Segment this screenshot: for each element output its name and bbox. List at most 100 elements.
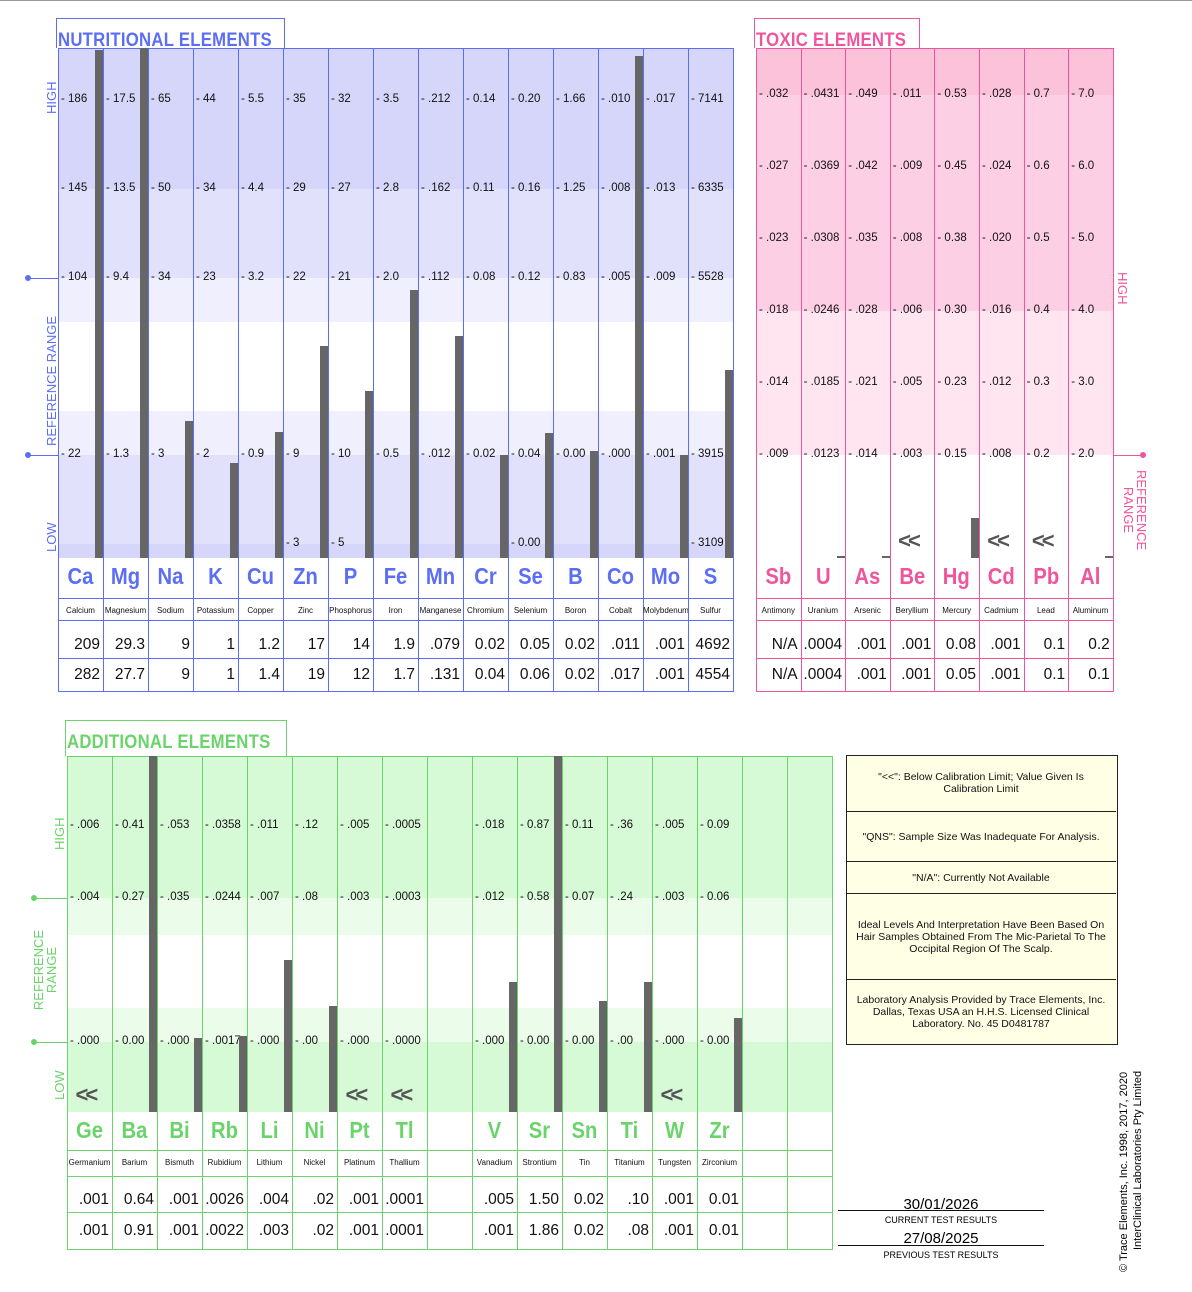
previous-result: 12	[352, 666, 370, 683]
tick-label: - 29	[286, 182, 306, 194]
tick-label: - .012	[475, 891, 505, 903]
tick-label: - .003	[655, 891, 685, 903]
table-rule	[247, 1212, 293, 1213]
previous-result: .0004	[803, 666, 843, 683]
below-calibration-marker: <<	[75, 1082, 99, 1107]
tick-value: 0.30	[944, 304, 967, 316]
tick-label: - 0.4	[1026, 304, 1050, 316]
element-name: Mercury	[942, 606, 972, 615]
reference-dot	[25, 452, 31, 458]
tick-value: 0.00	[527, 1035, 550, 1047]
table-rule	[697, 1150, 743, 1151]
below-calibration-marker: <<	[660, 1082, 684, 1107]
previous-result: N/A	[771, 666, 798, 683]
table-rule	[67, 1176, 113, 1177]
table-rule	[472, 1176, 518, 1177]
tick-label: - .000	[250, 1035, 280, 1047]
tick-label: - .006	[70, 819, 100, 831]
result-bar-Cu	[275, 431, 283, 558]
tick-value: 0.5	[383, 448, 400, 460]
tick-value: 34	[203, 182, 216, 194]
tick-value: .007	[257, 891, 280, 903]
tick-value: 0.16	[518, 182, 541, 194]
tick-label: - .000	[475, 1035, 505, 1047]
element-symbol: Se	[518, 563, 543, 589]
tick-label: - .000	[655, 1035, 685, 1047]
tick-label: - .006	[892, 304, 923, 316]
previous-result: 0.1	[1043, 666, 1066, 683]
tick-value: 7141	[698, 93, 724, 105]
tick-value: .005	[347, 819, 370, 831]
previous-result: 1.7	[393, 666, 415, 683]
element-name: Molybdenum	[643, 606, 689, 615]
element-symbol: Mn	[425, 563, 456, 589]
legend-note: "N/A": Currently Not Available	[846, 862, 1116, 894]
tick-label: - .00	[610, 1035, 634, 1047]
element-symbol: Bi	[169, 1117, 190, 1143]
table-rule	[562, 1176, 608, 1177]
element-symbol: P	[343, 563, 358, 589]
element-symbol: Mg	[110, 563, 141, 589]
tick-value: 35	[293, 93, 306, 105]
tick-value: .0358	[212, 819, 241, 831]
additional-title: ADDITIONAL ELEMENTS	[67, 732, 271, 753]
tick-value: .009	[899, 160, 923, 172]
tick-label: - 0.08	[466, 271, 496, 283]
tick-value: 0.87	[527, 819, 550, 831]
current-result: 0.02	[564, 636, 595, 653]
tick-value: 23	[203, 271, 216, 283]
tick-value: .005	[608, 271, 631, 283]
tick-label: - .008	[982, 448, 1012, 460]
tick-label: - 22	[61, 448, 81, 460]
tick-label: - 7.0	[1071, 88, 1095, 100]
table-rule	[607, 1150, 653, 1151]
tick-value: 3.2	[248, 271, 265, 283]
below-calibration-marker: <<	[1031, 528, 1055, 553]
tick-value: 0.38	[944, 232, 967, 244]
element-symbol: Sn	[571, 1117, 598, 1143]
tick-label: - 34	[196, 182, 216, 194]
tick-value: .014	[855, 448, 878, 460]
tick-value: .0244	[212, 891, 241, 903]
tick-value: .08	[302, 891, 319, 903]
range-band	[58, 411, 733, 455]
tick-label: - .0431	[803, 88, 840, 100]
table-rule	[157, 1176, 203, 1177]
element-name: Manganese	[419, 606, 462, 615]
tick-value: .0246	[810, 304, 840, 316]
tick-value: .12	[302, 819, 319, 831]
tick-value: .003	[899, 448, 923, 460]
table-rule	[688, 598, 734, 599]
element-column	[889, 48, 936, 692]
tick-value: 3	[158, 448, 165, 460]
current-result: .0026	[205, 1191, 244, 1208]
tick-value: 0.9	[248, 448, 265, 460]
current-date: 30/01/2026	[903, 1196, 979, 1213]
table-rule	[418, 620, 464, 621]
table-rule	[598, 620, 644, 621]
reference-dot	[25, 275, 31, 281]
table-rule	[688, 620, 734, 621]
current-result: 17	[307, 636, 325, 653]
tick-label: - 0.16	[511, 182, 541, 194]
previous-result: .001	[348, 1222, 379, 1239]
element-name: Tin	[579, 1158, 590, 1167]
table-rule	[247, 1176, 293, 1177]
table-rule	[337, 1212, 383, 1213]
reference-dot	[31, 1039, 37, 1045]
current-result: .0004	[803, 636, 843, 653]
tick-label: - 2.8	[376, 182, 400, 194]
table-rule	[787, 1176, 833, 1177]
current-result: 0.05	[519, 636, 550, 653]
tick-value: 0.83	[563, 271, 586, 283]
axis-low-label: LOW	[44, 522, 59, 552]
tick-value: 2.0	[383, 271, 400, 283]
element-symbol: Li	[260, 1117, 279, 1143]
tick-value: 0.53	[944, 88, 967, 100]
table-rule	[517, 1176, 563, 1177]
table-rule	[427, 1212, 473, 1213]
current-result: .004	[258, 1191, 289, 1208]
table-rule	[787, 1212, 833, 1213]
tick-label: - 3	[151, 448, 165, 460]
tick-label: - .004	[70, 891, 100, 903]
